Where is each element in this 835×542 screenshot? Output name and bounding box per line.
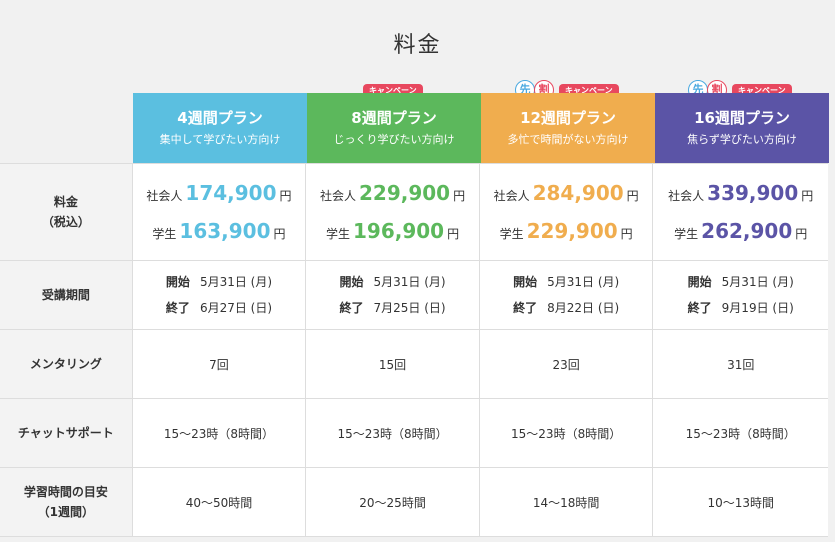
plan-subtitle: 多忙で時間がない方向け <box>507 133 629 146</box>
row-header-period: 受講期間 <box>0 261 133 329</box>
pricing-table: 料金 （税込） 社会人 174,900 円 学生 163,900 円 社会人 229,900… <box>0 163 828 537</box>
plan-name: 4週間プラン <box>177 109 263 127</box>
price-cell: 社会人 174,900 円 学生 163,900 円 <box>133 164 307 260</box>
mentoring-cell: 23回 <box>480 330 654 398</box>
chat-cell: 15〜23時（8時間） <box>306 399 480 467</box>
row-header-mentoring: メンタリング <box>0 330 133 398</box>
period-cell: 開始 5月31日 (月) 終了 9月19日 (日) <box>687 275 794 315</box>
chat-cell: 15〜23時（8時間） <box>133 399 307 467</box>
plan-header-12w: 12週間プラン 多忙で時間がない方向け <box>481 93 655 163</box>
study-cell: 10〜13時間 <box>707 495 774 510</box>
study-cell: 40〜50時間 <box>133 468 307 536</box>
table-row-mentoring: メンタリング 7回 15回 23回 31回 <box>0 330 828 399</box>
table-row-chat: チャットサポート 15〜23時（8時間） 15〜23時（8時間） 15〜23時（… <box>0 399 828 468</box>
plan-name: 16週間プラン <box>694 109 790 127</box>
plan-header-16w: 16週間プラン 焦らず学びたい方向け <box>655 93 829 163</box>
chat-cell: 15〜23時（8時間） <box>480 399 654 467</box>
table-row-period: 受講期間 開始 5月31日 (月) 終了 6月27日 (日) 開始 5月31日 (月)… <box>0 261 828 330</box>
plan-subtitle: 集中して学びたい方向け <box>159 133 281 146</box>
price-cell: 社会人 284,900 円 学生 229,900 円 <box>480 164 654 260</box>
table-row-study: 学習時間の目安 （1週間） 40〜50時間 20〜25時間 14〜18時間 10〜… <box>0 468 828 537</box>
mentoring-cell: 15回 <box>306 330 480 398</box>
price-student: 262,900 <box>701 219 793 243</box>
study-cell: 14〜18時間 <box>480 468 654 536</box>
price-worker: 339,900 <box>707 181 799 205</box>
table-row-price: 料金 （税込） 社会人 174,900 円 学生 163,900 円 社会人 229,900… <box>0 164 828 261</box>
period-cell: 開始 5月31日 (月) 終了 7月25日 (日) <box>306 261 480 329</box>
plan-subtitle: 焦らず学びたい方向け <box>687 133 797 146</box>
plan-header-4w: 4週間プラン 集中して学びたい方向け <box>133 93 307 163</box>
page-title: 料金 <box>393 33 442 58</box>
period-cell: 開始 5月31日 (月) 終了 6月27日 (日) <box>133 261 307 329</box>
price-student: 229,900 <box>526 219 618 243</box>
price-cell: 社会人 229,900 円 学生 196,900 円 <box>306 164 480 260</box>
period-cell: 開始 5月31日 (月) 終了 8月22日 (日) <box>480 261 654 329</box>
plan-header-8w: 8週間プラン じっくり学びたい方向け <box>307 93 481 163</box>
plan-name: 12週間プラン <box>520 109 616 127</box>
plan-name: 8週間プラン <box>351 109 437 127</box>
price-worker: 284,900 <box>532 181 624 205</box>
row-header-price: 料金 （税込） <box>0 164 133 260</box>
study-cell: 20〜25時間 <box>306 468 480 536</box>
price-worker: 229,900 <box>359 181 451 205</box>
price-worker: 174,900 <box>185 181 277 205</box>
price-student: 196,900 <box>353 219 445 243</box>
price-cell: 社会人 339,900 円 学生 262,900 円 <box>668 181 814 243</box>
mentoring-cell: 7回 <box>133 330 307 398</box>
price-student: 163,900 <box>179 219 271 243</box>
plan-subtitle: じっくり学びたい方向け <box>333 133 455 146</box>
row-header-chat: チャットサポート <box>0 399 133 467</box>
mentoring-cell: 31回 <box>727 357 755 372</box>
chat-cell: 15〜23時（8時間） <box>685 426 796 441</box>
row-header-study: 学習時間の目安 （1週間） <box>0 468 133 536</box>
